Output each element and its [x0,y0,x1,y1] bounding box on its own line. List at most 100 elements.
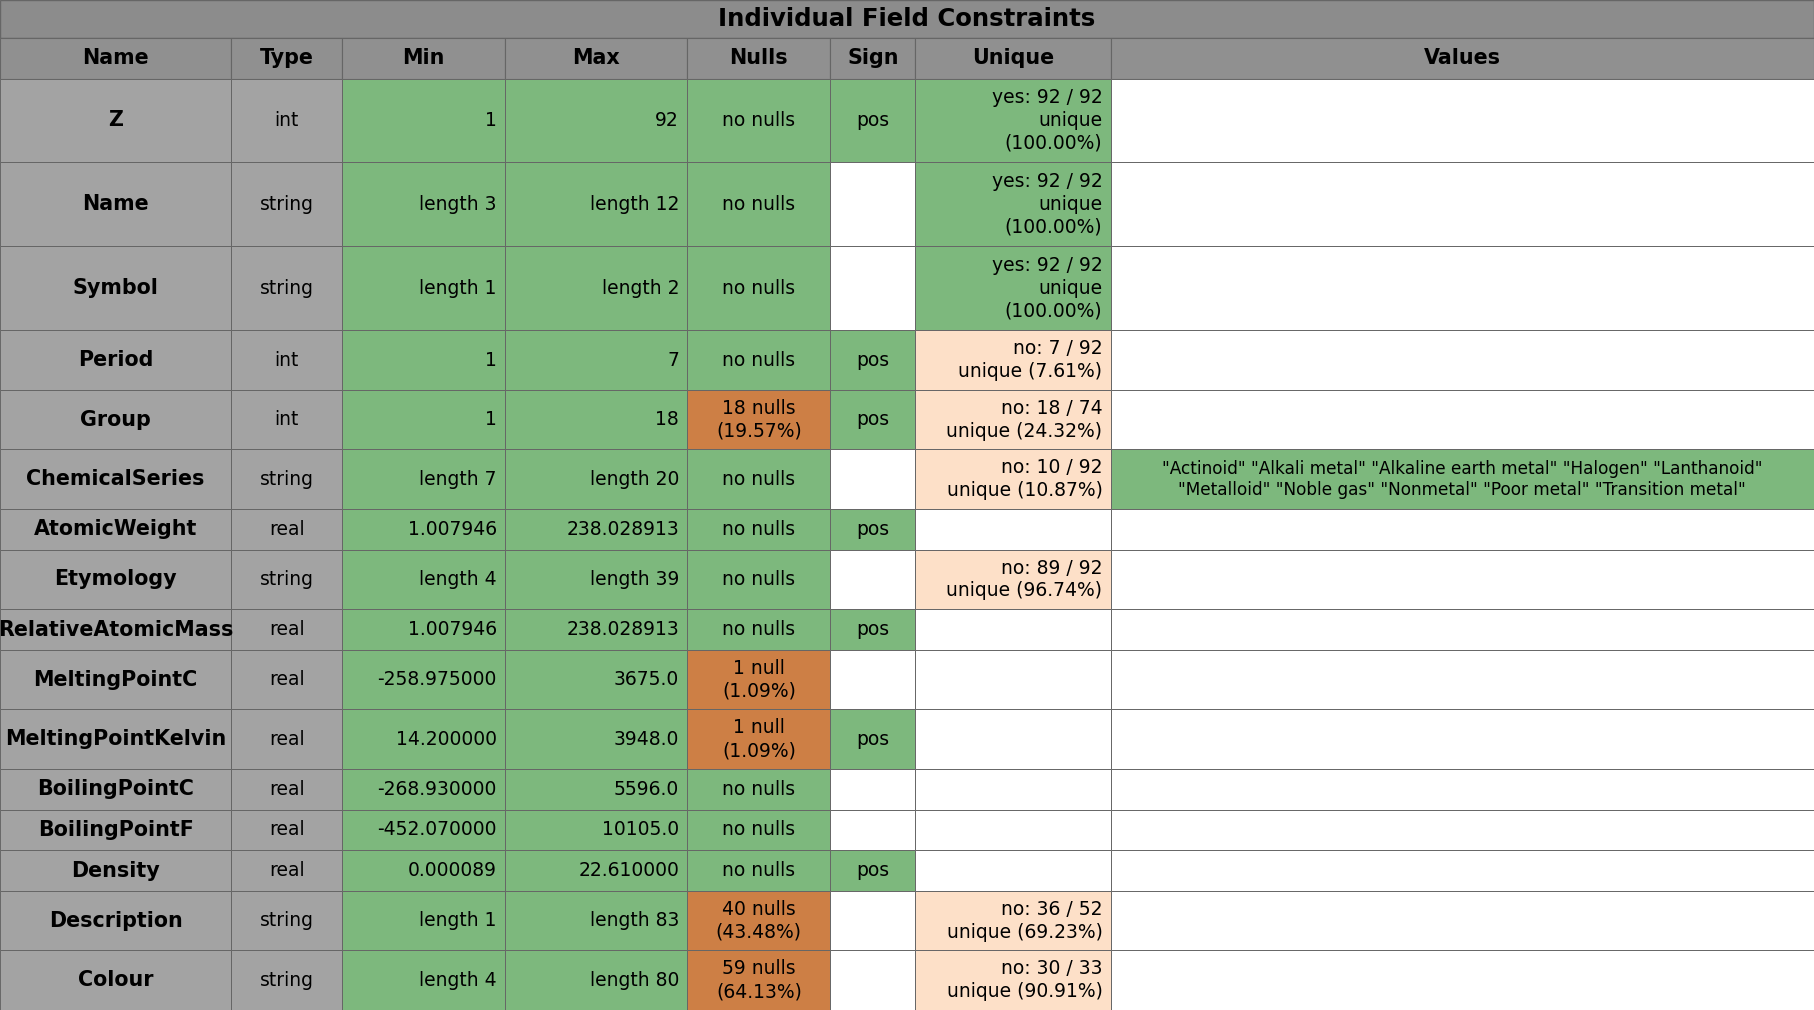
Text: 22.610000: 22.610000 [579,862,678,880]
Bar [0,163,230,246]
Text: no nulls: no nulls [722,520,795,539]
Bar [688,163,831,246]
Bar [0,390,230,449]
Bar [1110,649,1814,709]
Bar [914,449,1110,509]
Bar [504,709,688,769]
Bar [831,79,914,163]
Bar [831,163,914,246]
Bar [504,79,688,163]
Text: length 12: length 12 [590,195,678,214]
Bar [230,390,343,449]
Bar [914,891,1110,950]
Text: 1: 1 [484,111,497,130]
Bar [0,246,230,330]
Bar [914,79,1110,163]
Text: 1: 1 [484,350,497,370]
Text: no nulls: no nulls [722,350,795,370]
Bar [504,390,688,449]
Bar [688,79,831,163]
Bar [914,330,1110,390]
Bar [1110,390,1814,449]
Bar [1110,330,1814,390]
Bar [831,246,914,330]
Bar [914,950,1110,1010]
Text: Group: Group [80,410,151,429]
Bar [230,810,343,850]
Text: no nulls: no nulls [722,470,795,489]
Bar [1110,79,1814,163]
Bar [914,850,1110,891]
Text: string: string [259,570,314,589]
Bar [230,950,343,1010]
Text: real: real [268,729,305,748]
Bar [831,330,914,390]
Text: 238.028913: 238.028913 [566,620,678,639]
Bar [1110,891,1814,950]
Bar [504,649,688,709]
Text: Unique: Unique [972,48,1054,69]
Text: BoilingPointC: BoilingPointC [36,780,194,799]
Text: -258.975000: -258.975000 [377,671,497,689]
Text: string: string [259,470,314,489]
Text: pos: pos [856,350,889,370]
Bar [914,649,1110,709]
Text: no nulls: no nulls [722,780,795,799]
Bar [0,38,230,79]
Text: Type: Type [259,48,314,69]
Bar [230,163,343,246]
Bar [504,769,688,810]
Text: no nulls: no nulls [722,111,795,130]
Bar [0,79,230,163]
Text: -452.070000: -452.070000 [377,820,497,839]
Text: yes: 92 / 92
unique
(100.00%): yes: 92 / 92 unique (100.00%) [992,172,1103,236]
Bar [1110,549,1814,609]
Bar [504,609,688,649]
Bar [688,709,831,769]
Text: MeltingPointC: MeltingPointC [33,670,198,690]
Text: Max: Max [571,48,620,69]
Bar [504,810,688,850]
Bar [831,390,914,449]
Text: length 4: length 4 [419,570,497,589]
Bar [230,891,343,950]
Text: length 1: length 1 [419,911,497,930]
Bar [914,509,1110,549]
Text: real: real [268,862,305,880]
Text: ChemicalSeries: ChemicalSeries [27,470,205,489]
Text: real: real [268,520,305,539]
Text: 0.000089: 0.000089 [408,862,497,880]
Text: 18: 18 [655,410,678,429]
Text: real: real [268,671,305,689]
Text: length 83: length 83 [590,911,678,930]
Bar [0,769,230,810]
Text: Density: Density [71,861,160,881]
Text: -268.930000: -268.930000 [377,780,497,799]
Text: Description: Description [49,911,183,930]
Text: 40 nulls
(43.48%): 40 nulls (43.48%) [717,900,802,941]
Text: pos: pos [856,729,889,748]
Bar [343,246,504,330]
Text: Values: Values [1424,48,1500,69]
Bar [230,509,343,549]
Bar [914,390,1110,449]
Bar [504,549,688,609]
Bar [0,709,230,769]
Bar [0,891,230,950]
Bar [504,950,688,1010]
Bar [343,609,504,649]
Bar [688,246,831,330]
Text: length 3: length 3 [419,195,497,214]
Bar [504,449,688,509]
Text: 14.200000: 14.200000 [395,729,497,748]
Text: length 80: length 80 [590,971,678,990]
Bar [230,769,343,810]
Bar [230,609,343,649]
Bar [688,769,831,810]
Bar [230,79,343,163]
Text: length 2: length 2 [602,279,678,298]
Bar [230,330,343,390]
Bar [1110,163,1814,246]
Bar [831,709,914,769]
Bar [230,38,343,79]
